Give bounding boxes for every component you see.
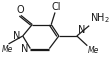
Text: O: O [16, 5, 24, 15]
Text: Cl: Cl [51, 2, 61, 12]
Text: N: N [13, 31, 20, 41]
Text: N: N [78, 25, 85, 35]
Text: Me: Me [88, 46, 100, 55]
Text: NH$_2$: NH$_2$ [90, 11, 110, 25]
Text: N: N [21, 44, 28, 54]
Text: Me: Me [2, 45, 13, 54]
